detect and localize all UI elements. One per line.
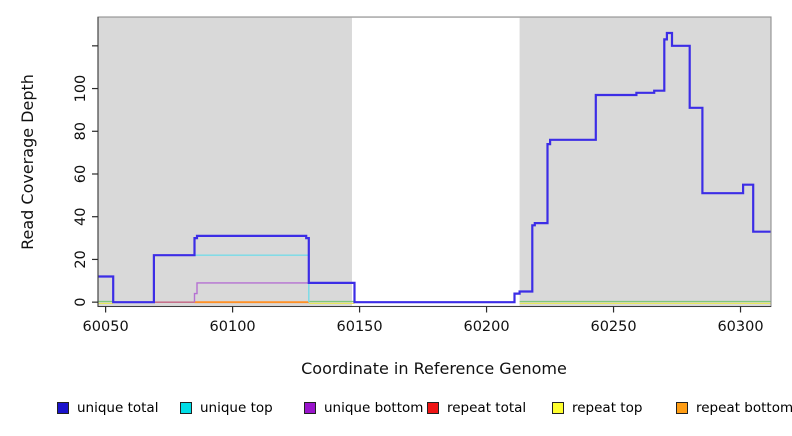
legend-item-unique-total: unique total <box>57 399 158 417</box>
y-tick-label: 40 <box>73 207 89 225</box>
legend-item-unique-bottom: unique bottom <box>304 399 423 417</box>
legend-swatch <box>304 402 316 414</box>
axes-layer: 60050 60100 60150 60200 60250 60300 0 20 40 60 80 1… <box>73 45 764 335</box>
x-tick-label: 60300 <box>717 319 763 335</box>
y-tick-label: 60 <box>73 165 89 183</box>
legend-label: unique top <box>200 400 273 416</box>
legend-swatch <box>676 402 688 414</box>
legend-swatch <box>57 402 69 414</box>
legend-label: repeat total <box>447 400 527 416</box>
x-tick-label: 60200 <box>463 319 509 335</box>
y-tick-label: 20 <box>73 250 89 268</box>
legend-swatch <box>180 402 192 414</box>
legend: unique total unique top unique bottom repea… <box>0 399 792 419</box>
legend-item-repeat-total: repeat total <box>427 399 526 417</box>
legend-item-repeat-top: repeat top <box>552 399 642 417</box>
legend-label: repeat bottom <box>696 400 792 416</box>
y-tick-label: 100 <box>73 75 89 103</box>
series-layer <box>98 31 771 304</box>
x-axis-title: Coordinate in Reference Genome <box>301 359 567 378</box>
series-unique-total-line <box>98 31 771 304</box>
legend-label: unique bottom <box>324 400 424 416</box>
y-tick-label: 0 <box>73 298 89 307</box>
y-axis-title: Read Coverage Depth <box>18 74 37 250</box>
legend-swatch <box>552 402 564 414</box>
legend-item-repeat-bottom: repeat bottom <box>676 399 792 417</box>
x-tick-label: 60250 <box>590 319 636 335</box>
legend-label: unique total <box>77 400 159 416</box>
alignment-gap-region <box>351 17 520 306</box>
series-unique-bottom-line <box>193 282 355 303</box>
legend-label: repeat top <box>572 400 643 416</box>
x-tick-label: 60100 <box>210 319 256 335</box>
x-tick-label: 60150 <box>337 319 383 335</box>
y-tick-label: 80 <box>73 122 89 140</box>
legend-item-unique-top: unique top <box>180 399 273 417</box>
x-tick-label: 60050 <box>83 319 129 335</box>
legend-swatch <box>427 402 439 414</box>
